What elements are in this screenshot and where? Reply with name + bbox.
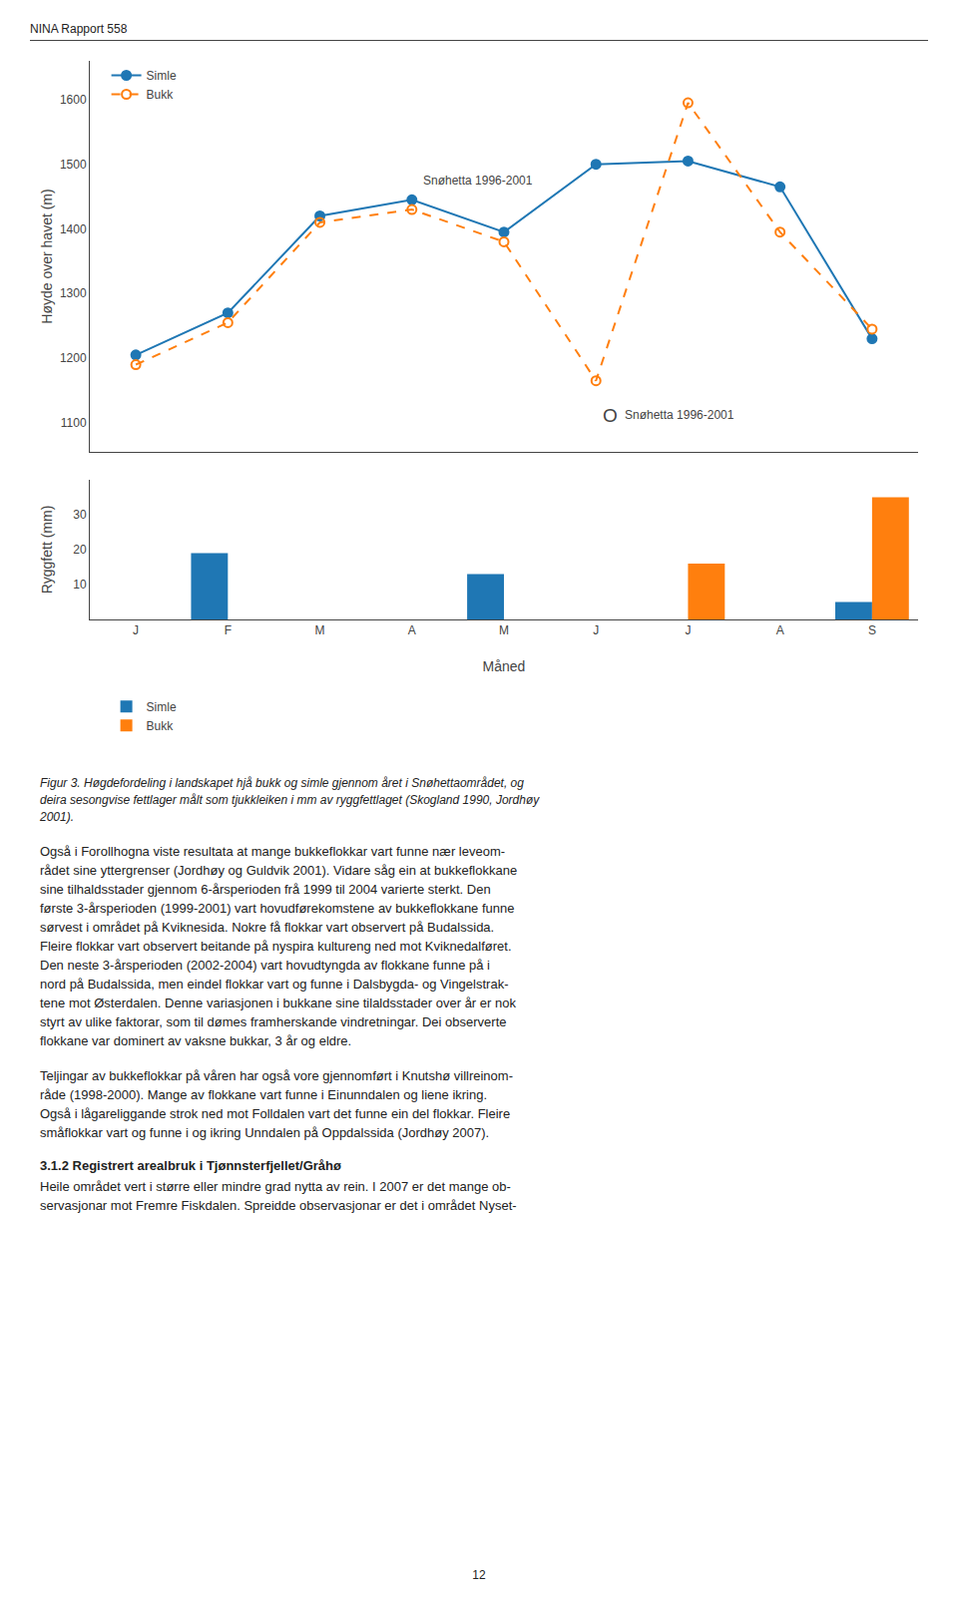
svg-text:Simle: Simle — [146, 700, 177, 715]
svg-text:10: 10 — [72, 577, 87, 592]
html-text:Fleire flokkar vart observert: Fleire flokkar vart observert beitande p… — [39, 939, 512, 955]
html-text:første 3-årsperioden (1999-200: første 3-årsperioden (1999-2001) vart ho… — [39, 901, 515, 917]
html-text:NINA Rapport 558: NINA Rapport 558 — [29, 21, 128, 36]
svg-text:A: A — [408, 623, 417, 638]
html-text:sine tilhaldsstader gjennom 6-: sine tilhaldsstader gjennom 6-årsperiode… — [39, 882, 491, 898]
svg-text:F: F — [224, 623, 232, 638]
svg-text:S: S — [868, 623, 877, 638]
svg-text:O: O — [602, 405, 618, 427]
html-text:sørvest i området på Kviknesid: sørvest i området på Kviknesida. Nokre f… — [39, 920, 495, 936]
html-text:nord på Budalssida, men eindel: nord på Budalssida, men eindel flokkar v… — [39, 976, 509, 992]
svg-text:1200: 1200 — [59, 351, 87, 366]
svg-text:Bukk: Bukk — [146, 719, 175, 734]
html-text:servasjonar mot Fremre Fiskdal: servasjonar mot Fremre Fiskdalen. Spreid… — [39, 1198, 517, 1214]
svg-text:J: J — [684, 623, 691, 638]
html-text:råde (1998-2000). Mange av flo: råde (1998-2000). Mange av flokkane vart… — [39, 1087, 488, 1103]
svg-text:Snøhetta 1996-2001: Snøhetta 1996-2001 — [423, 173, 533, 188]
svg-text:Ryggfett (mm): Ryggfett (mm) — [38, 505, 55, 595]
svg-text:Høyde over havet (m): Høyde over havet (m) — [38, 188, 55, 324]
svg-text:1600: 1600 — [59, 92, 87, 107]
svg-text:A: A — [776, 623, 785, 638]
svg-text:1500: 1500 — [59, 157, 87, 172]
html-text:Også i lågareliggande strok ne: Også i lågareliggande strok ned mot Foll… — [39, 1106, 511, 1122]
svg-text:1100: 1100 — [60, 416, 87, 431]
html-text:Den neste 3-årsperioden (2002-: Den neste 3-årsperioden (2002-2004) vart… — [39, 958, 490, 973]
html-text:3.1.2 Registrert arealbruk i T: 3.1.2 Registrert arealbruk i Tjønnsterfj… — [39, 1158, 342, 1174]
html-text:2001).: 2001). — [39, 810, 74, 825]
svg-text:Snøhetta 1996-2001: Snøhetta 1996-2001 — [624, 408, 735, 423]
svg-text:J: J — [592, 623, 599, 638]
svg-text:20: 20 — [72, 542, 87, 557]
svg-text:30: 30 — [72, 507, 87, 522]
svg-text:Bukk: Bukk — [146, 87, 175, 102]
svg-text:Måned: Måned — [482, 658, 526, 675]
html-text:Figur 3. Høgdefordeling i land: Figur 3. Høgdefordeling i landskapet hjå… — [39, 776, 524, 791]
html-text:Teljingar av bukkeflokkar på v: Teljingar av bukkeflokkar på våren har o… — [39, 1068, 513, 1084]
html-text:Også i Forollhogna viste resul: Også i Forollhogna viste resultata at ma… — [39, 844, 506, 860]
html-text:rådet sine yttergrenser (Jordh: rådet sine yttergrenser (Jordhøy og Guld… — [39, 863, 518, 879]
svg-text:M: M — [498, 623, 509, 638]
svg-text:Simle: Simle — [146, 68, 177, 83]
svg-text:1400: 1400 — [59, 222, 87, 237]
html-text:styrt av ulike faktorar, som t: styrt av ulike faktorar, som til dømes f… — [39, 1014, 507, 1030]
html-text:flokkane var dominert av vaksn: flokkane var dominert av vaksne bukkar, … — [39, 1033, 352, 1049]
html-text:småflokkar vart og funne i og: småflokkar vart og funne i og ikring Unn… — [39, 1125, 490, 1141]
svg-text:1300: 1300 — [59, 286, 87, 301]
html-text:Heile området vert i større el: Heile området vert i større eller mindre… — [39, 1179, 511, 1195]
svg-text:J: J — [132, 623, 139, 638]
html-text:deira sesongvise fettlager mål: deira sesongvise fettlager målt som tjuk… — [39, 793, 540, 808]
html-text:tene mot Østerdalen. Denne var: tene mot Østerdalen. Denne variasjonen i… — [39, 995, 516, 1011]
html-text:12: 12 — [472, 1568, 486, 1583]
svg-text:M: M — [315, 623, 326, 638]
